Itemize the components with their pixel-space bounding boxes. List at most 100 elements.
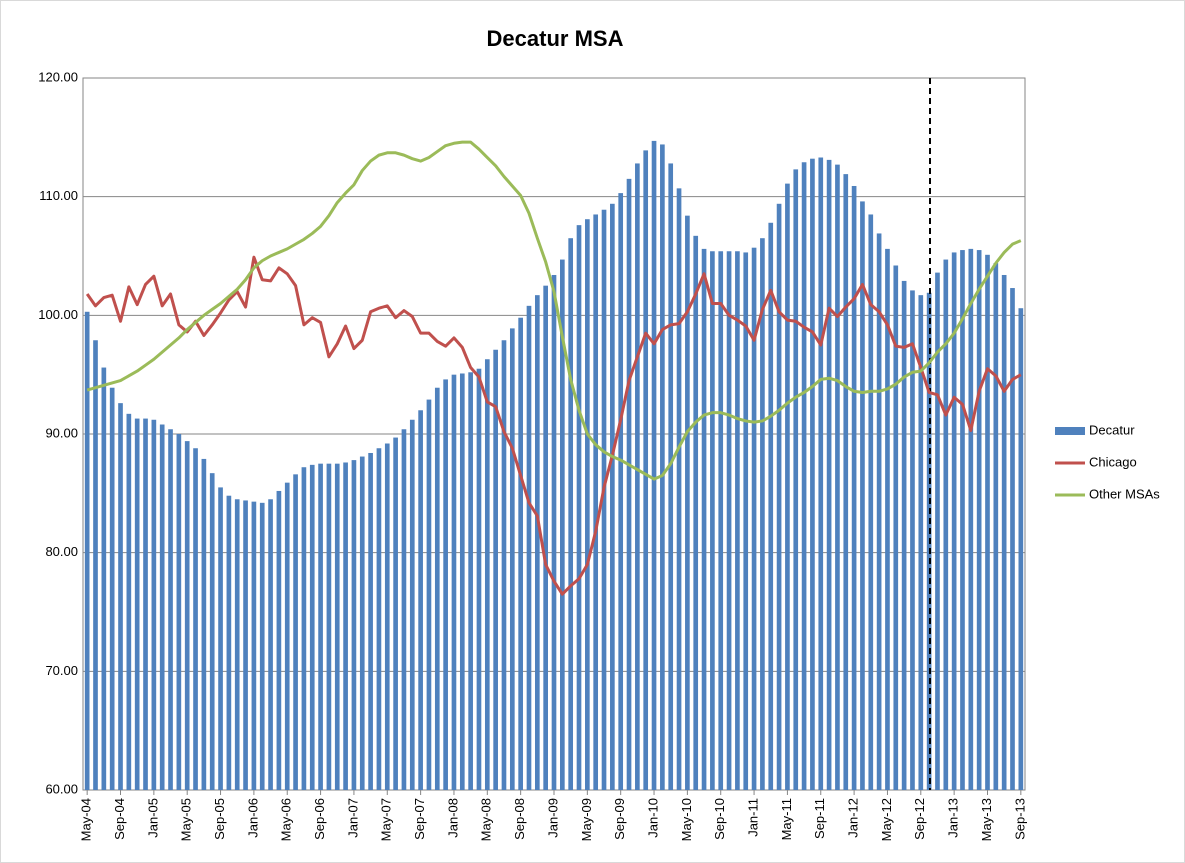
bar <box>943 259 949 790</box>
x-tick-label: Sep-08 <box>512 798 527 840</box>
bar <box>226 495 232 790</box>
bar <box>159 424 165 790</box>
bar <box>785 183 790 790</box>
bar <box>568 238 574 790</box>
bar <box>443 379 448 790</box>
bar <box>960 250 965 791</box>
x-tick-label: Jan-11 <box>746 798 761 837</box>
bar <box>201 458 207 790</box>
x-tick-label: Sep-07 <box>412 798 427 840</box>
bar <box>718 251 724 791</box>
bar <box>359 456 365 790</box>
bar <box>801 162 807 791</box>
bar <box>910 290 915 790</box>
x-tick-label: Sep-12 <box>912 798 927 840</box>
bar <box>409 419 415 790</box>
bar <box>476 368 482 790</box>
bar <box>793 169 799 790</box>
bar <box>343 462 348 790</box>
bar <box>585 219 590 791</box>
x-tick-label: Sep-10 <box>712 798 727 840</box>
x-tick-label: May-06 <box>279 798 294 841</box>
bar <box>376 448 382 790</box>
bar <box>976 250 982 791</box>
bar <box>635 163 640 790</box>
bar <box>284 482 290 790</box>
bar <box>526 305 532 790</box>
x-tick-label: May-11 <box>779 798 794 840</box>
bar <box>518 317 523 790</box>
bar <box>434 387 440 790</box>
bar <box>643 150 649 791</box>
legend-swatch <box>1055 427 1085 435</box>
bar <box>776 203 782 790</box>
bar <box>101 367 107 790</box>
bar <box>701 248 707 790</box>
bar <box>593 214 599 790</box>
bar <box>184 441 190 790</box>
bar <box>401 429 407 790</box>
bar <box>893 265 899 790</box>
bar <box>601 209 607 791</box>
bar <box>334 463 340 790</box>
bar <box>468 372 473 790</box>
bar <box>885 248 890 790</box>
bar <box>843 174 849 790</box>
bar <box>218 487 223 790</box>
bar <box>901 280 907 790</box>
bar <box>93 340 98 790</box>
line-series <box>85 255 1022 596</box>
bar <box>126 413 132 790</box>
bar <box>109 387 115 790</box>
bar <box>84 311 90 790</box>
y-tick-label: 70.00 <box>45 663 78 678</box>
bar <box>151 419 157 790</box>
x-tick-label: Sep-04 <box>112 798 127 840</box>
bar <box>493 349 498 790</box>
bar <box>168 429 173 790</box>
bar <box>726 251 732 791</box>
bar <box>668 163 674 790</box>
bar <box>985 254 990 790</box>
x-tick-label: Sep-11 <box>812 798 827 839</box>
bar <box>560 259 565 790</box>
x-tick-label: May-12 <box>879 798 894 841</box>
legend-label: Other MSAs <box>1089 486 1160 501</box>
bar <box>543 285 548 790</box>
bar <box>193 448 198 790</box>
x-tick-label: May-10 <box>679 798 694 841</box>
bar <box>810 158 815 790</box>
bar <box>484 359 490 790</box>
y-tick-label: 110.00 <box>39 188 78 203</box>
bar <box>918 295 924 790</box>
bar <box>685 215 690 791</box>
bar <box>501 340 507 790</box>
bar <box>143 418 148 790</box>
bar <box>860 201 865 790</box>
bar <box>835 164 840 791</box>
x-tick-label: Jan-09 <box>545 798 560 838</box>
x-tick-label: Jan-12 <box>846 798 861 838</box>
bar <box>393 437 398 790</box>
bar <box>301 467 307 790</box>
bar <box>276 490 282 790</box>
bar <box>876 233 882 790</box>
bar <box>826 159 832 790</box>
x-tick-label: Sep-09 <box>612 798 627 840</box>
bar <box>760 238 765 790</box>
bar <box>710 251 715 791</box>
bar <box>268 499 273 790</box>
bar <box>426 399 432 790</box>
bar <box>610 203 615 790</box>
bar <box>259 502 265 790</box>
bar <box>660 144 665 790</box>
bar <box>968 248 974 790</box>
bar <box>576 225 582 790</box>
line-series <box>86 140 1022 481</box>
bar <box>551 274 557 790</box>
bar <box>509 328 515 790</box>
bar <box>118 403 123 790</box>
y-tick-label: 90.00 <box>45 425 78 440</box>
bar <box>318 463 323 790</box>
bar <box>618 193 624 790</box>
